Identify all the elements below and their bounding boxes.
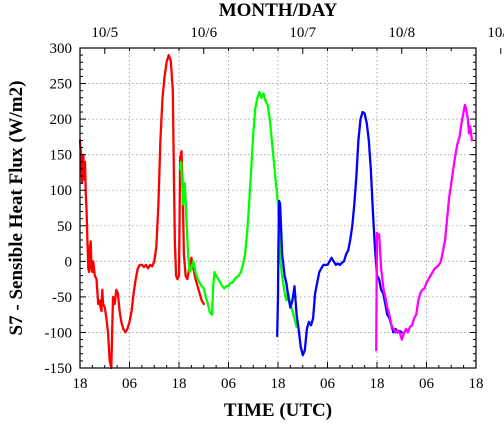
y-tick-label: -150: [45, 361, 73, 377]
y-tick-label: 100: [50, 183, 73, 199]
y-tick-label: 0: [65, 254, 73, 270]
y-axis-title: S7 - Sensible Heat Flux (W/m2): [6, 81, 27, 336]
series-layer: [78, 53, 474, 370]
x-tick-label: 06: [122, 376, 138, 392]
top-date-label: 10/8: [388, 25, 415, 41]
top-date-label: 10/9: [487, 25, 504, 41]
series-line-1: [78, 53, 205, 370]
x-tick-label: 18: [172, 376, 187, 392]
x-tick-label: 06: [221, 376, 237, 392]
top-date-label: 10/5: [91, 25, 118, 41]
y-tick-label: 200: [50, 112, 73, 128]
x-axis-title: TIME (UTC): [224, 400, 332, 421]
series-line-3: [276, 110, 403, 357]
x-tick-label: 18: [469, 376, 484, 392]
series-line-4: [375, 103, 474, 352]
top-date-label: 10/7: [289, 25, 316, 41]
x-tick-label: 06: [320, 376, 336, 392]
chart-title: MONTH/DAY: [219, 0, 338, 21]
y-tick-label: 300: [50, 41, 73, 57]
y-tick-label: 250: [50, 77, 73, 93]
y-tick-label: -100: [45, 325, 73, 341]
top-date-label: 10/6: [190, 25, 217, 41]
x-tick-label: 18: [271, 376, 286, 392]
x-tick-label: 18: [73, 376, 88, 392]
x-tick-label: 18: [370, 376, 385, 392]
x-tick-label: 06: [419, 376, 435, 392]
y-tick-label: 150: [50, 148, 73, 164]
y-tick-label: 50: [57, 219, 72, 235]
y-tick-label: -50: [52, 290, 72, 306]
label-layer: -150 -100 -50 0 50 100 150 200 250 300 18 06 18 06 18 0…: [45, 25, 504, 392]
tick-layer: [79, 47, 502, 369]
